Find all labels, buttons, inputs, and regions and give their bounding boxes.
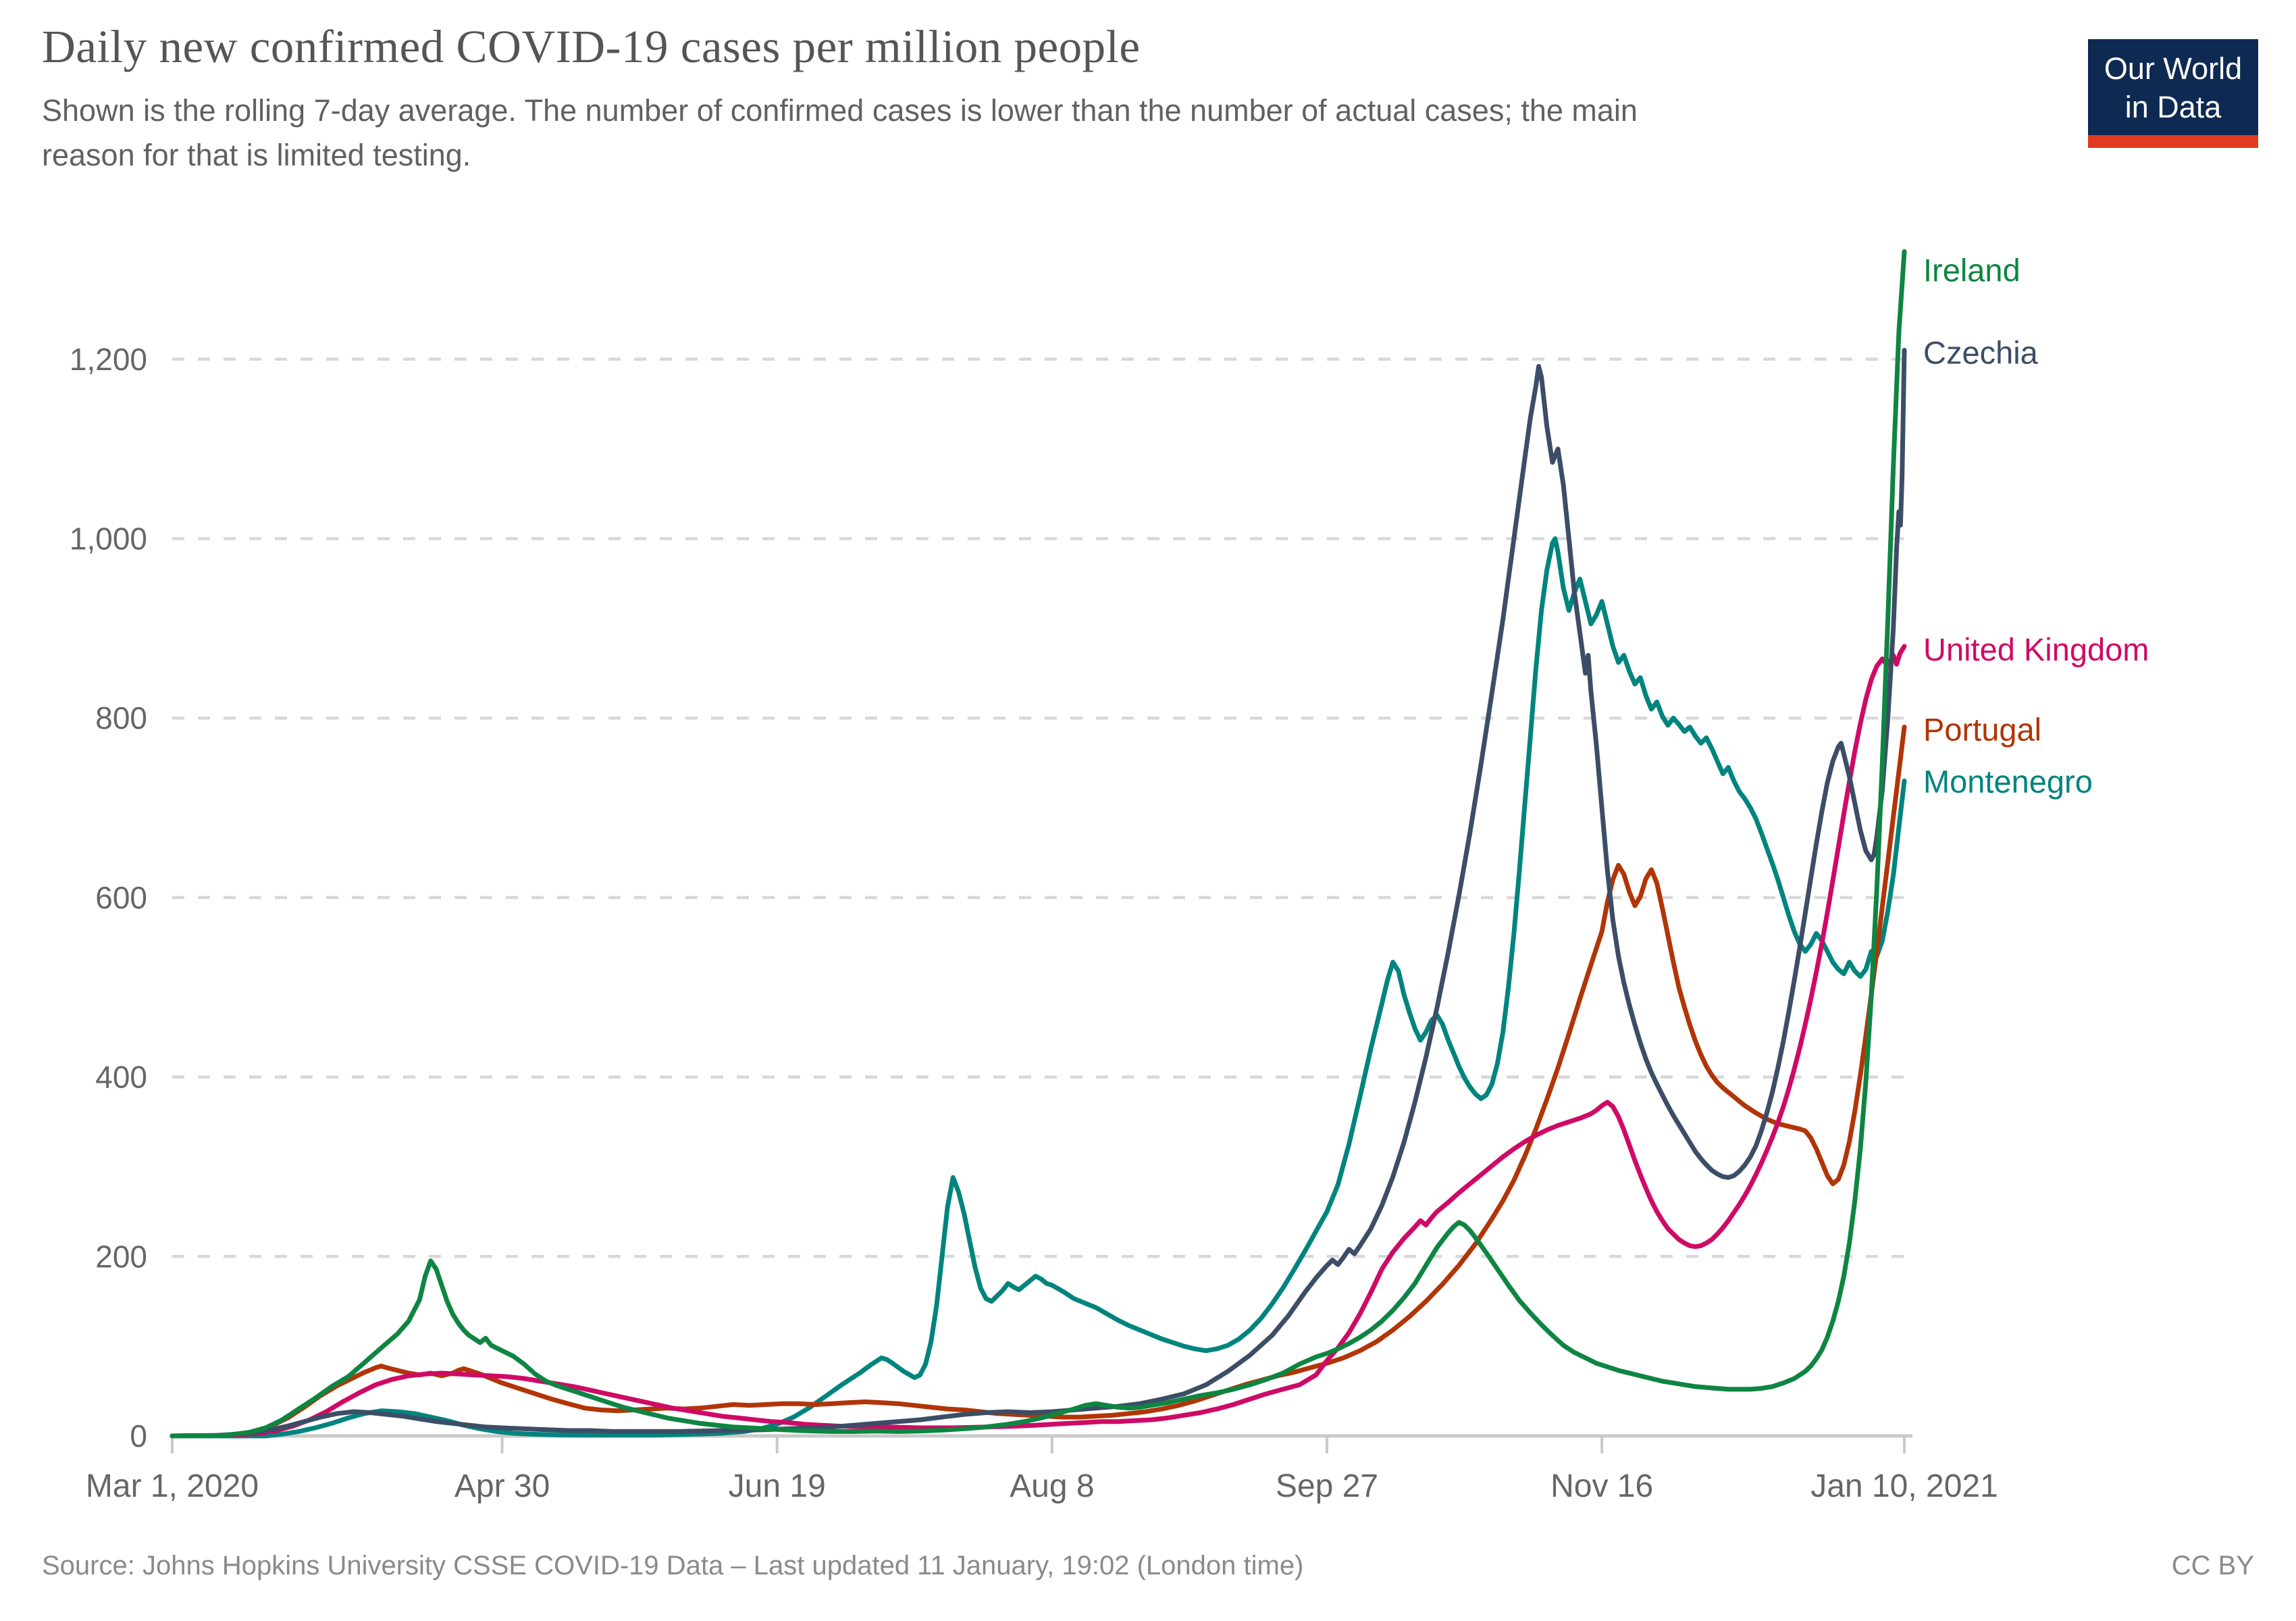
page-subtitle: Shown is the rolling 7-day average. The … <box>42 93 1638 173</box>
y-tick-label: 0 <box>130 1418 147 1453</box>
x-tick-label: Apr 30 <box>454 1468 550 1504</box>
owid-logo-red-bar <box>2088 135 2258 149</box>
x-tick-label: Sep 27 <box>1276 1468 1378 1504</box>
y-tick-label: 200 <box>95 1239 147 1274</box>
license-note[interactable]: CC BY <box>2171 1551 2254 1580</box>
source-note: Source: Johns Hopkins University CSSE CO… <box>42 1551 1304 1580</box>
series-label-united-kingdom[interactable]: United Kingdom <box>1923 632 2149 667</box>
series-label-montenegro[interactable]: Montenegro <box>1923 764 2093 800</box>
x-tick-label: Mar 1, 2020 <box>86 1468 259 1504</box>
y-tick-label: 400 <box>95 1060 147 1095</box>
page-title: Daily new confirmed COVID-19 cases per m… <box>42 21 1141 72</box>
x-tick-label: Aug 8 <box>1010 1468 1094 1504</box>
series-label-portugal[interactable]: Portugal <box>1923 711 2041 747</box>
series-label-ireland[interactable]: Ireland <box>1923 252 2020 288</box>
y-tick-label: 800 <box>95 700 147 736</box>
series-label-czechia[interactable]: Czechia <box>1923 335 2039 371</box>
series-line-czechia[interactable] <box>169 348 1907 1439</box>
x-tick-label: Jan 10, 2021 <box>1810 1468 1998 1504</box>
x-tick-label: Jun 19 <box>729 1468 826 1504</box>
x-tick-label: Nov 16 <box>1550 1468 1653 1504</box>
series-line-ireland[interactable] <box>169 249 1907 1439</box>
y-tick-label: 600 <box>95 880 147 915</box>
owid-logo-line2: in Data <box>2124 89 2222 124</box>
owid-logo-line1: Our World <box>2104 51 2243 86</box>
series-line-united-kingdom[interactable] <box>169 644 1907 1439</box>
series-line-montenegro[interactable] <box>169 536 1907 1439</box>
owid-logo[interactable]: Our World in Data <box>2088 39 2258 149</box>
y-tick-label: 1,000 <box>70 521 147 557</box>
y-tick-label: 1,200 <box>70 342 147 377</box>
chart-header: Daily new confirmed COVID-19 cases per m… <box>42 20 2068 208</box>
series-line-portugal[interactable] <box>169 725 1907 1439</box>
